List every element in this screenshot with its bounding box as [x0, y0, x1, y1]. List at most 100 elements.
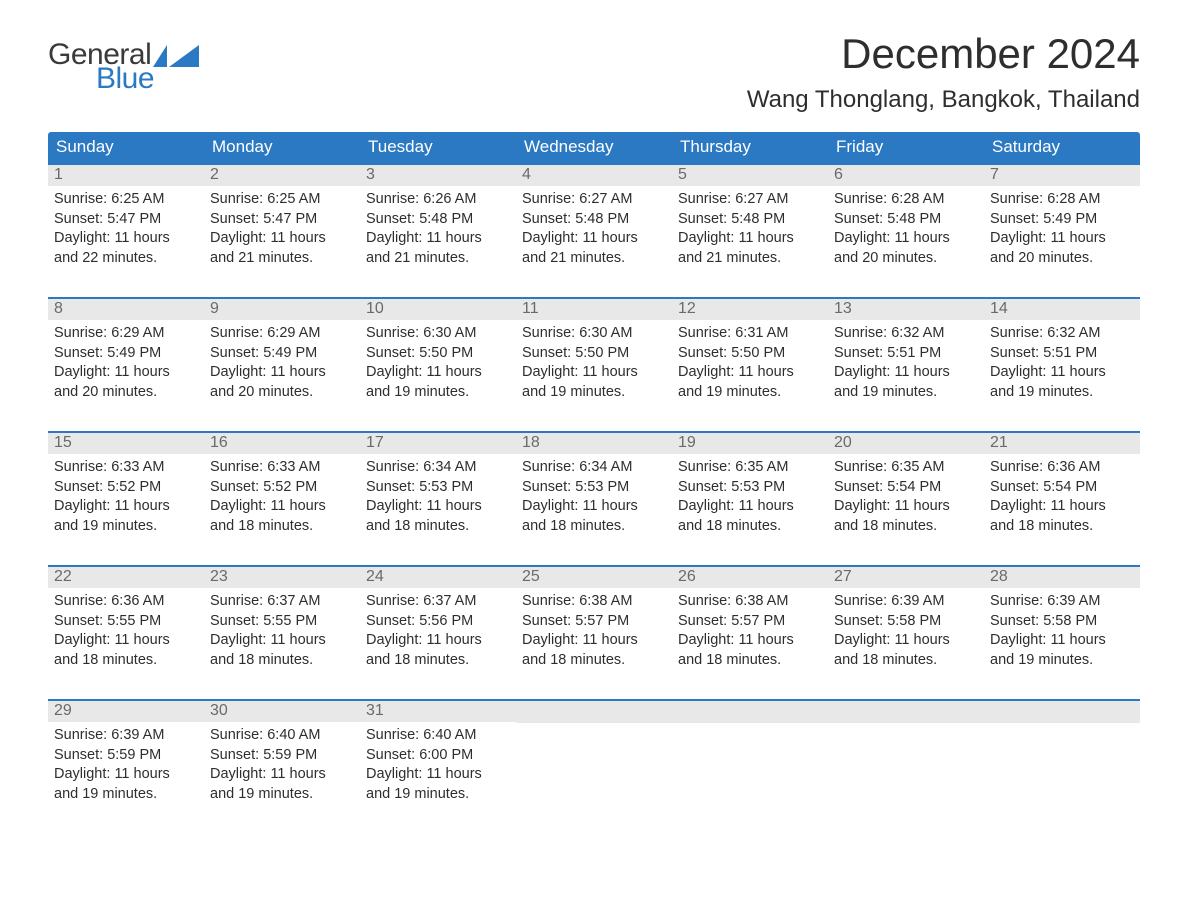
day-number: 11	[516, 299, 672, 320]
daylight-line-1: Daylight: 11 hours	[678, 497, 822, 517]
day-cell: 29Sunrise: 6:39 AMSunset: 5:59 PMDayligh…	[48, 701, 204, 811]
day-number: 22	[48, 567, 204, 588]
sunrise-line: Sunrise: 6:31 AM	[678, 324, 822, 344]
sunrise-line: Sunrise: 6:29 AM	[210, 324, 354, 344]
week-row: 22Sunrise: 6:36 AMSunset: 5:55 PMDayligh…	[48, 565, 1140, 677]
sunset-line: Sunset: 5:53 PM	[522, 478, 666, 498]
sunset-line: Sunset: 5:55 PM	[210, 612, 354, 632]
daylight-line-1: Daylight: 11 hours	[834, 363, 978, 383]
day-cell: 20Sunrise: 6:35 AMSunset: 5:54 PMDayligh…	[828, 433, 984, 543]
day-content: Sunrise: 6:38 AMSunset: 5:57 PMDaylight:…	[516, 588, 672, 670]
day-content: Sunrise: 6:33 AMSunset: 5:52 PMDaylight:…	[48, 454, 204, 536]
daylight-line-1: Daylight: 11 hours	[834, 229, 978, 249]
day-content: Sunrise: 6:27 AMSunset: 5:48 PMDaylight:…	[672, 186, 828, 268]
day-cell: 10Sunrise: 6:30 AMSunset: 5:50 PMDayligh…	[360, 299, 516, 409]
day-number: 21	[984, 433, 1140, 454]
sunrise-line: Sunrise: 6:28 AM	[834, 190, 978, 210]
daylight-line-2: and 18 minutes.	[522, 651, 666, 671]
daylight-line-2: and 19 minutes.	[366, 785, 510, 805]
daylight-line-2: and 18 minutes.	[522, 517, 666, 537]
day-content: Sunrise: 6:27 AMSunset: 5:48 PMDaylight:…	[516, 186, 672, 268]
day-number: 30	[204, 701, 360, 722]
day-number	[516, 701, 672, 723]
daylight-line-2: and 20 minutes.	[990, 249, 1134, 269]
day-cell: 8Sunrise: 6:29 AMSunset: 5:49 PMDaylight…	[48, 299, 204, 409]
day-number: 12	[672, 299, 828, 320]
day-number: 3	[360, 165, 516, 186]
sunset-line: Sunset: 5:49 PM	[210, 344, 354, 364]
day-content: Sunrise: 6:29 AMSunset: 5:49 PMDaylight:…	[204, 320, 360, 402]
daylight-line-1: Daylight: 11 hours	[54, 363, 198, 383]
day-content: Sunrise: 6:37 AMSunset: 5:55 PMDaylight:…	[204, 588, 360, 670]
day-cell: 27Sunrise: 6:39 AMSunset: 5:58 PMDayligh…	[828, 567, 984, 677]
sunrise-line: Sunrise: 6:36 AM	[990, 458, 1134, 478]
day-cell: 18Sunrise: 6:34 AMSunset: 5:53 PMDayligh…	[516, 433, 672, 543]
sunrise-line: Sunrise: 6:37 AM	[366, 592, 510, 612]
sunrise-line: Sunrise: 6:39 AM	[990, 592, 1134, 612]
sunrise-line: Sunrise: 6:27 AM	[522, 190, 666, 210]
day-cell: 23Sunrise: 6:37 AMSunset: 5:55 PMDayligh…	[204, 567, 360, 677]
day-number: 28	[984, 567, 1140, 588]
day-number	[984, 701, 1140, 723]
daylight-line-2: and 19 minutes.	[54, 785, 198, 805]
day-number: 20	[828, 433, 984, 454]
sunset-line: Sunset: 5:58 PM	[834, 612, 978, 632]
day-number: 24	[360, 567, 516, 588]
sunrise-line: Sunrise: 6:33 AM	[210, 458, 354, 478]
daylight-line-1: Daylight: 11 hours	[366, 497, 510, 517]
day-cell: 28Sunrise: 6:39 AMSunset: 5:58 PMDayligh…	[984, 567, 1140, 677]
sunrise-line: Sunrise: 6:35 AM	[678, 458, 822, 478]
daylight-line-2: and 22 minutes.	[54, 249, 198, 269]
sunrise-line: Sunrise: 6:30 AM	[522, 324, 666, 344]
day-number: 7	[984, 165, 1140, 186]
day-content: Sunrise: 6:34 AMSunset: 5:53 PMDaylight:…	[516, 454, 672, 536]
sunset-line: Sunset: 5:56 PM	[366, 612, 510, 632]
daylight-line-2: and 20 minutes.	[834, 249, 978, 269]
day-content: Sunrise: 6:34 AMSunset: 5:53 PMDaylight:…	[360, 454, 516, 536]
day-content: Sunrise: 6:35 AMSunset: 5:54 PMDaylight:…	[828, 454, 984, 536]
day-cell: 13Sunrise: 6:32 AMSunset: 5:51 PMDayligh…	[828, 299, 984, 409]
day-cell: 16Sunrise: 6:33 AMSunset: 5:52 PMDayligh…	[204, 433, 360, 543]
day-content: Sunrise: 6:39 AMSunset: 5:58 PMDaylight:…	[984, 588, 1140, 670]
day-cell: 14Sunrise: 6:32 AMSunset: 5:51 PMDayligh…	[984, 299, 1140, 409]
sunrise-line: Sunrise: 6:35 AM	[834, 458, 978, 478]
sunset-line: Sunset: 5:49 PM	[54, 344, 198, 364]
daylight-line-2: and 18 minutes.	[210, 651, 354, 671]
day-number: 13	[828, 299, 984, 320]
week-row: 1Sunrise: 6:25 AMSunset: 5:47 PMDaylight…	[48, 163, 1140, 275]
day-content: Sunrise: 6:30 AMSunset: 5:50 PMDaylight:…	[516, 320, 672, 402]
daylight-line-1: Daylight: 11 hours	[54, 229, 198, 249]
day-cell: 2Sunrise: 6:25 AMSunset: 5:47 PMDaylight…	[204, 165, 360, 275]
daylight-line-1: Daylight: 11 hours	[366, 631, 510, 651]
daylight-line-1: Daylight: 11 hours	[54, 631, 198, 651]
day-cell: 24 Sunrise: 6:37 AMSunset: 5:56 PMDayligh…	[360, 567, 516, 677]
sunrise-line: Sunrise: 6:38 AM	[678, 592, 822, 612]
day-number: 2	[204, 165, 360, 186]
day-cell: 17Sunrise: 6:34 AMSunset: 5:53 PMDayligh…	[360, 433, 516, 543]
sunrise-line: Sunrise: 6:25 AM	[54, 190, 198, 210]
daylight-line-1: Daylight: 11 hours	[990, 363, 1134, 383]
sunrise-line: Sunrise: 6:28 AM	[990, 190, 1134, 210]
day-content: Sunrise: 6:39 AMSunset: 5:59 PMDaylight:…	[48, 722, 204, 804]
day-number: 27	[828, 567, 984, 588]
daylight-line-2: and 18 minutes.	[366, 651, 510, 671]
daylight-line-2: and 19 minutes.	[990, 383, 1134, 403]
logo: General Blue	[48, 38, 199, 96]
day-header: Friday	[828, 132, 984, 163]
daylight-line-2: and 18 minutes.	[834, 651, 978, 671]
day-content: Sunrise: 6:25 AMSunset: 5:47 PMDaylight:…	[48, 186, 204, 268]
daylight-line-2: and 18 minutes.	[990, 517, 1134, 537]
day-cell: 9Sunrise: 6:29 AMSunset: 5:49 PMDaylight…	[204, 299, 360, 409]
day-content: Sunrise: 6:30 AMSunset: 5:50 PMDaylight:…	[360, 320, 516, 402]
sunset-line: Sunset: 5:55 PM	[54, 612, 198, 632]
daylight-line-1: Daylight: 11 hours	[54, 765, 198, 785]
day-cell	[516, 701, 672, 811]
daylight-line-2: and 18 minutes.	[210, 517, 354, 537]
day-cell: 31Sunrise: 6:40 AMSunset: 6:00 PMDayligh…	[360, 701, 516, 811]
daylight-line-1: Daylight: 11 hours	[678, 229, 822, 249]
daylight-line-1: Daylight: 11 hours	[366, 765, 510, 785]
day-cell	[828, 701, 984, 811]
day-number: 23	[204, 567, 360, 588]
daylight-line-1: Daylight: 11 hours	[210, 363, 354, 383]
week-row: 8Sunrise: 6:29 AMSunset: 5:49 PMDaylight…	[48, 297, 1140, 409]
